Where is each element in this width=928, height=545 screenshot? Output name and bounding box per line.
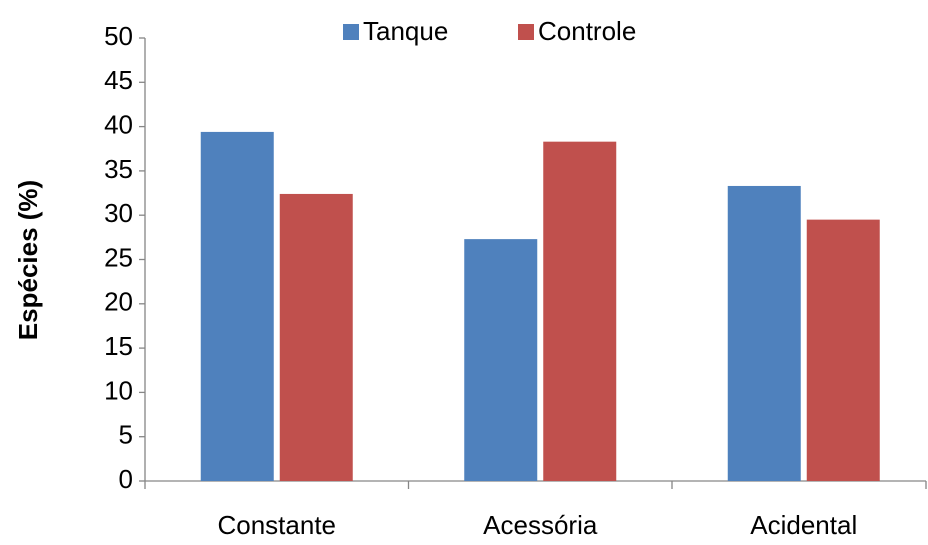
legend-swatch xyxy=(343,24,359,40)
bar xyxy=(806,219,880,481)
x-tick-label: Acessória xyxy=(483,510,598,540)
y-axis-title: Espécies (%) xyxy=(13,180,43,340)
legend-swatch xyxy=(518,24,534,40)
y-tick-label: 40 xyxy=(104,109,133,139)
bar xyxy=(279,193,353,481)
legend-label: Tanque xyxy=(363,16,448,46)
y-tick-label: 10 xyxy=(104,375,133,405)
y-tick-label: 5 xyxy=(119,420,133,450)
x-tick-label: Constante xyxy=(217,510,336,540)
bar xyxy=(727,185,801,481)
y-tick-label: 35 xyxy=(104,154,133,184)
legend-label: Controle xyxy=(538,16,636,46)
y-tick-label: 25 xyxy=(104,242,133,272)
y-tick-label: 50 xyxy=(104,21,133,51)
y-tick-label: 30 xyxy=(104,198,133,228)
bar xyxy=(464,239,538,481)
y-tick-label: 15 xyxy=(104,331,133,361)
y-tick-label: 20 xyxy=(104,287,133,317)
y-tick-label: 0 xyxy=(119,464,133,494)
bar xyxy=(200,131,274,481)
bar xyxy=(543,141,617,482)
y-tick-label: 45 xyxy=(104,65,133,95)
x-tick-label: Acidental xyxy=(750,510,857,540)
